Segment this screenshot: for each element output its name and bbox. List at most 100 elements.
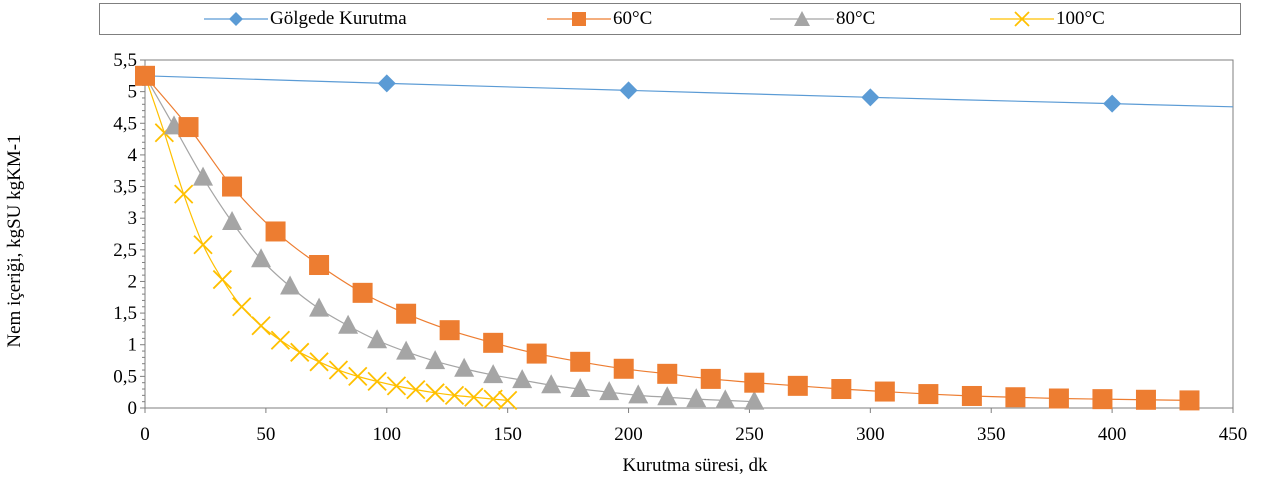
data-point-s2-13 xyxy=(512,369,533,389)
series-line-3 xyxy=(144,75,508,402)
data-point-s2-21 xyxy=(744,390,765,410)
data-point-s3-7 xyxy=(270,330,291,350)
data-point-s1-8 xyxy=(483,332,504,353)
data-point-s2-17 xyxy=(628,384,649,404)
data-point-s2-19 xyxy=(686,388,707,408)
data-point-s2-16 xyxy=(599,381,620,401)
data-point-s1-9 xyxy=(526,343,547,364)
data-point-s1-23 xyxy=(1135,389,1156,410)
data-point-s2-20 xyxy=(715,389,736,409)
data-point-s3-14 xyxy=(406,380,426,400)
plot-border xyxy=(144,59,1234,409)
legend: Gölgede Kurutma 60°C 80°C 100°C xyxy=(99,3,1241,35)
legend-square-marker-icon xyxy=(547,12,611,26)
data-point-s1-12 xyxy=(657,363,678,384)
data-point-s1-21 xyxy=(1048,388,1069,409)
data-point-s2-14 xyxy=(541,374,562,394)
x-tick-label: 450 xyxy=(1219,424,1248,445)
data-point-s3-10 xyxy=(328,360,349,380)
data-point-s1-20 xyxy=(1005,387,1026,408)
legend-label-80c: 80°C xyxy=(836,8,876,29)
data-point-s1-24 xyxy=(1179,390,1200,411)
data-point-s3-5 xyxy=(232,297,252,317)
data-point-s2-3 xyxy=(222,210,243,230)
x-tick-label: 150 xyxy=(493,424,522,445)
data-point-s3-12 xyxy=(367,371,387,392)
x-tick-label: 100 xyxy=(373,424,402,445)
data-point-s3-11 xyxy=(348,366,368,387)
y-tick-label: 0,5 xyxy=(113,366,137,387)
data-point-s1-1 xyxy=(178,117,199,138)
x-tick-label: 300 xyxy=(856,424,885,445)
x-tick-label: 250 xyxy=(735,424,764,445)
data-point-s2-9 xyxy=(396,340,417,360)
x-tick-label: 400 xyxy=(1098,424,1127,445)
data-point-s3-13 xyxy=(386,376,407,396)
data-point-s3-17 xyxy=(464,387,484,407)
x-tick-label: 200 xyxy=(614,424,643,445)
data-point-s3-19 xyxy=(498,390,518,411)
data-point-s1-2 xyxy=(222,176,243,197)
data-point-s2-18 xyxy=(657,386,678,406)
data-point-s3-9 xyxy=(309,352,329,372)
data-point-s3-4 xyxy=(212,269,233,290)
legend-label-100c: 100°C xyxy=(1056,8,1105,29)
data-point-s1-19 xyxy=(961,385,982,406)
data-point-s2-6 xyxy=(309,297,330,317)
data-point-s1-15 xyxy=(787,375,808,396)
data-point-s1-10 xyxy=(570,351,591,372)
legend-item-100c: 100°C xyxy=(990,4,1105,34)
y-tick-label: 3,5 xyxy=(113,177,137,198)
data-point-s0-2 xyxy=(619,81,638,100)
legend-item-shade: Gölgede Kurutma xyxy=(204,4,407,34)
y-tick-label: 0 xyxy=(128,398,138,419)
y-tick-label: 5 xyxy=(128,82,138,103)
data-point-s3-15 xyxy=(425,383,445,403)
data-point-s1-16 xyxy=(831,379,852,400)
data-point-s3-2 xyxy=(174,184,194,204)
data-point-s2-15 xyxy=(570,378,591,398)
y-tick-label: 2 xyxy=(128,271,138,292)
data-point-s1-22 xyxy=(1092,389,1113,410)
legend-label-shade: Gölgede Kurutma xyxy=(270,8,407,29)
data-point-s2-4 xyxy=(251,248,272,268)
legend-triangle-marker-icon xyxy=(770,11,834,26)
series-line-2 xyxy=(144,75,755,403)
data-point-s1-0 xyxy=(135,65,155,86)
series-line-1 xyxy=(144,75,1190,402)
x-axis-title: Kurutma süresi, dk xyxy=(622,455,768,476)
data-point-s1-7 xyxy=(439,320,460,341)
data-point-s1-13 xyxy=(700,368,721,389)
legend-item-60c: 60°C xyxy=(547,4,652,34)
legend-diamond-marker-icon xyxy=(204,12,268,26)
x-tick-label: 0 xyxy=(140,424,150,445)
y-tick-label: 3 xyxy=(128,208,138,229)
data-point-s1-6 xyxy=(396,303,417,324)
data-point-s3-8 xyxy=(290,342,310,362)
legend-x-marker-icon xyxy=(990,11,1054,27)
data-point-s1-11 xyxy=(613,358,634,379)
legend-label-60c: 60°C xyxy=(613,8,653,29)
x-tick-label: 350 xyxy=(977,424,1006,445)
data-point-s0-3 xyxy=(861,88,880,107)
data-point-s1-17 xyxy=(874,381,895,402)
data-point-s1-18 xyxy=(918,384,939,405)
data-point-s3-6 xyxy=(251,316,271,336)
legend-item-80c: 80°C xyxy=(770,4,875,34)
x-tick-label: 50 xyxy=(256,424,275,445)
data-point-s1-14 xyxy=(744,372,765,393)
data-point-s0-4 xyxy=(1103,94,1122,113)
series-line-0 xyxy=(144,75,1234,108)
y-tick-label: 2,5 xyxy=(113,240,137,261)
data-point-s1-3 xyxy=(265,221,286,242)
data-point-s2-8 xyxy=(367,329,388,349)
data-point-s3-3 xyxy=(193,235,213,255)
data-point-s0-1 xyxy=(377,74,396,93)
data-point-s1-4 xyxy=(309,255,330,276)
data-point-s2-10 xyxy=(425,350,446,370)
data-point-s2-7 xyxy=(338,314,359,334)
data-point-s1-5 xyxy=(352,282,373,303)
y-tick-label: 1,5 xyxy=(113,303,137,324)
data-point-s2-2 xyxy=(193,166,214,186)
